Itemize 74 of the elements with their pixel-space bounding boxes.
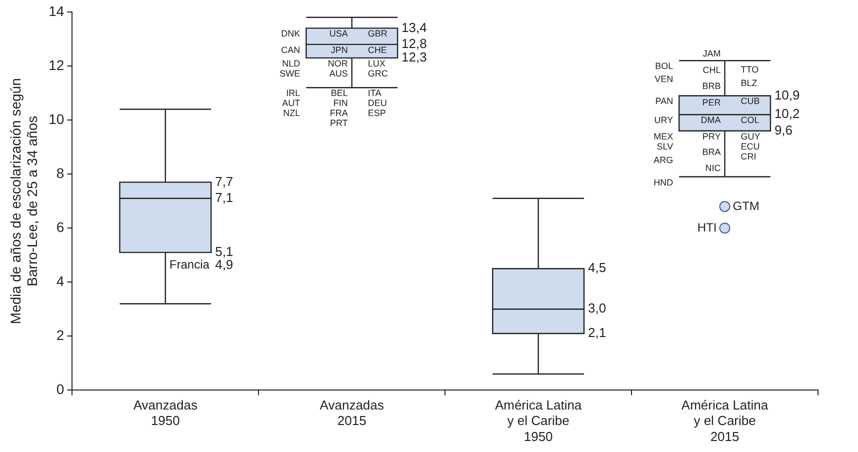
annotation: 5,1 [215,244,234,260]
annotation: BEL [330,88,348,98]
annotation: GRC [368,68,388,78]
annotation: PER [702,98,722,108]
y-axis-title: Media de años de escolarización según Barro-Lee, de 25 a 34 años [7,78,40,324]
annotation: 7,7 [215,174,234,189]
annotation: GBR [368,28,388,39]
annotation: 12,3 [402,50,427,64]
annotation: AUS [329,68,348,78]
annotation: USA [329,28,348,39]
y-tick-label: 12 [48,56,64,73]
annotation: LUX [368,58,386,68]
annotation: 2,1 [588,325,606,340]
y-tick-label: 6 [56,218,64,235]
annotation: BOL [655,61,674,72]
annotation: NOR [328,58,348,68]
annotation: BRA [702,146,721,157]
data-label: GTM [732,198,760,213]
annotation: CRI [740,151,756,162]
annotation: FIN [333,98,348,108]
annotation: MEX [654,131,674,142]
annotation: 12,8 [402,36,427,51]
annotation: SWE [280,68,300,78]
y-tick-label: 4 [56,273,64,289]
x-tick-label: América Latina y el Caribe 2015 [681,398,769,444]
y-tick-label: 10 [48,110,64,127]
annotation: HND [654,177,674,188]
annotation: ESP [368,108,386,118]
annotation: 3,0 [588,300,606,316]
annotation: 10,2 [774,106,800,122]
annotation: 13,4 [402,20,427,35]
annotation: NZL [283,108,300,118]
y-tick-label: 2 [56,327,64,344]
annotation: ARG [654,155,674,166]
data-label: HTI [697,220,717,234]
annotation: DNK [281,28,300,39]
x-tick-label: Avanzadas 1950 [133,398,198,428]
annotation: FRA [330,108,348,118]
annotation: CHE [368,44,387,55]
y-tick-label: 0 [56,381,64,398]
annotation: NLD [282,58,301,68]
annotation: URY [654,115,674,126]
annotation: IRL [286,88,300,98]
annotation: PRT [330,118,348,128]
annotation: 7,1 [215,190,234,205]
annotation: 4,9 [215,257,234,272]
annotation: GUY [740,131,760,142]
y-tick-label: 14 [48,2,64,19]
annotation: TTO [740,64,759,75]
x-tick-label: Avanzadas 2015 [320,398,384,428]
annotation: CAN [281,44,300,55]
annotation: JPN [330,44,348,55]
annotation: NIC [705,163,722,174]
y-tick-label: 8 [56,164,64,181]
annotation: BRB [702,81,721,92]
annotation: DEU [368,98,387,108]
annotation: Francia [169,258,210,272]
annotation: ECU [740,141,760,152]
annotation: COL [740,115,760,126]
annotation: 4,5 [588,260,606,276]
annotation: PAN [655,96,674,106]
annotation: VEN [654,74,674,84]
annotation: 10,9 [774,87,800,102]
annotation: PRY [702,131,721,142]
annotation: 9,6 [774,122,793,138]
annotation: SLV [656,141,674,152]
annotation: CHL [702,64,721,75]
x-tick-label: América Latina y el Caribe 1950 [494,398,582,444]
annotation: BLZ [740,78,758,88]
annotation: CUB [740,96,760,106]
annotation: AUT [282,98,301,108]
annotation: ITA [368,88,382,98]
annotation: JAM [702,48,721,58]
annotation: DMA [700,115,721,126]
